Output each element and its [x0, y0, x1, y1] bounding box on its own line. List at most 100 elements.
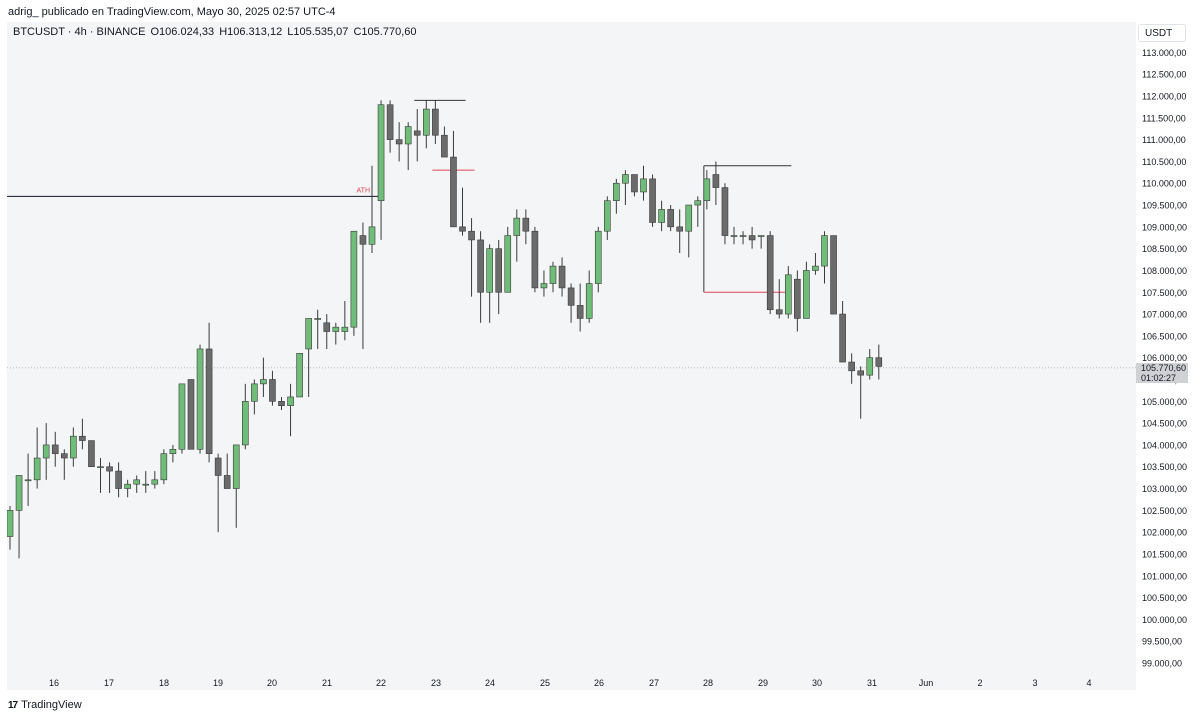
candle-body	[694, 200, 702, 206]
candle-body	[703, 178, 711, 201]
y-tick-label: 111.500,00	[1142, 113, 1186, 123]
candle-body	[269, 379, 276, 402]
chart-area[interactable]: 99.000,00 99.500,00 100.000,00 100.500,00 10…	[7, 22, 1192, 690]
open-value: O106.024,33	[150, 26, 215, 38]
candle-body	[558, 265, 566, 289]
candle-body	[757, 235, 765, 237]
candle-body	[676, 226, 684, 232]
y-tick-label: 110.000,00	[1142, 179, 1186, 189]
candle-body	[504, 235, 512, 293]
candle-body	[106, 466, 113, 472]
y-tick-label: 106.500,00	[1142, 331, 1187, 341]
ath-label: ATH	[357, 187, 370, 194]
candle-body	[79, 435, 86, 441]
candle-body	[413, 130, 421, 136]
candle-body	[685, 204, 693, 232]
candle-body	[214, 457, 222, 476]
candle-body	[803, 270, 810, 319]
x-tick-label: 22	[376, 678, 386, 688]
candle-body	[42, 444, 50, 459]
candle-body	[178, 383, 186, 450]
bar-countdown: 01:02:27	[1141, 373, 1177, 383]
candle-body	[296, 353, 303, 398]
candle-body	[160, 453, 168, 481]
candle-body	[603, 200, 611, 232]
candle-body	[323, 322, 331, 332]
y-tick-label: 107.500,00	[1142, 288, 1187, 298]
candle-body	[223, 475, 231, 489]
candle-body	[622, 174, 629, 184]
candle-body	[314, 318, 322, 320]
x-tick-label: 3	[1032, 678, 1037, 688]
x-tick-label: 17	[104, 678, 114, 688]
x-tick-label: 4	[1086, 678, 1091, 688]
candle-body	[341, 326, 349, 332]
candle-body	[359, 235, 367, 245]
candle-body	[196, 348, 204, 450]
y-tick-label: 103.500,00	[1142, 462, 1187, 472]
candle-body	[124, 483, 131, 489]
candle-body	[649, 178, 656, 223]
tradingview-logo-icon[interactable]: 17	[8, 700, 18, 711]
candle-body	[51, 444, 59, 454]
candle-body	[332, 326, 340, 332]
candle-body	[549, 265, 557, 284]
symbol-label[interactable]: BTCUSDT · 4h · BINANCE	[13, 26, 146, 38]
low-value: L105.535,07	[287, 26, 349, 38]
x-tick-label: 18	[159, 678, 169, 688]
y-tick-label: 112.500,00	[1142, 70, 1186, 80]
candle-body	[594, 230, 602, 284]
x-tick-label: Jun	[919, 678, 934, 688]
y-tick-label: 104.500,00	[1142, 419, 1187, 429]
candle-body	[15, 475, 23, 511]
footer-brand[interactable]: TradingView	[21, 699, 82, 711]
price-axis	[1136, 22, 1192, 690]
x-tick-label: 19	[213, 678, 223, 688]
candle-body	[522, 217, 530, 232]
candle-body	[386, 104, 394, 140]
candle-body	[658, 209, 665, 223]
candle-body	[667, 209, 674, 228]
candle-body	[812, 265, 819, 271]
candle-body	[730, 235, 738, 237]
currency-button[interactable]: USDT	[1138, 24, 1186, 42]
x-tick-label: 24	[485, 678, 495, 688]
candle-body	[450, 156, 457, 228]
candle-body	[287, 396, 294, 406]
last-price-value: 105.770,60	[1141, 363, 1187, 373]
y-tick-label: 101.500,00	[1142, 549, 1187, 559]
y-tick-label: 109.000,00	[1142, 222, 1187, 232]
x-tick-label: 26	[594, 678, 604, 688]
candle-body	[33, 457, 41, 481]
y-tick-label: 110.500,00	[1142, 157, 1186, 167]
y-tick-label: 108.500,00	[1142, 244, 1187, 254]
candle-body	[631, 174, 638, 193]
candlestick-chart[interactable]: 99.000,00 99.500,00 100.000,00 100.500,00 10…	[7, 22, 1192, 690]
candle-body	[640, 178, 647, 193]
candle-body	[441, 134, 448, 158]
candle-body	[486, 248, 493, 293]
x-tick-label: 30	[812, 678, 822, 688]
candle-body	[459, 226, 466, 232]
candle-body	[585, 283, 593, 319]
publication-header: adrig_ publicado en TradingView.com, May…	[8, 6, 336, 18]
x-tick-label: 20	[267, 678, 277, 688]
candle-body	[848, 361, 855, 372]
x-tick-label: 16	[49, 678, 59, 688]
candle-body	[422, 108, 430, 136]
candle-body	[278, 401, 285, 406]
y-tick-label: 102.500,00	[1142, 506, 1187, 516]
candle-body	[242, 401, 249, 446]
y-tick-label: 102.000,00	[1142, 528, 1187, 538]
candle-body	[395, 139, 403, 145]
candle-body	[70, 435, 77, 459]
candle-body	[24, 479, 32, 482]
x-tick-label: 25	[540, 678, 550, 688]
candle-body	[232, 444, 240, 489]
candle-body	[821, 235, 828, 267]
candle-body	[377, 104, 385, 201]
candle-body	[721, 187, 729, 236]
candle-body	[60, 453, 68, 459]
candle-body	[830, 235, 837, 315]
candle-body	[368, 226, 376, 245]
